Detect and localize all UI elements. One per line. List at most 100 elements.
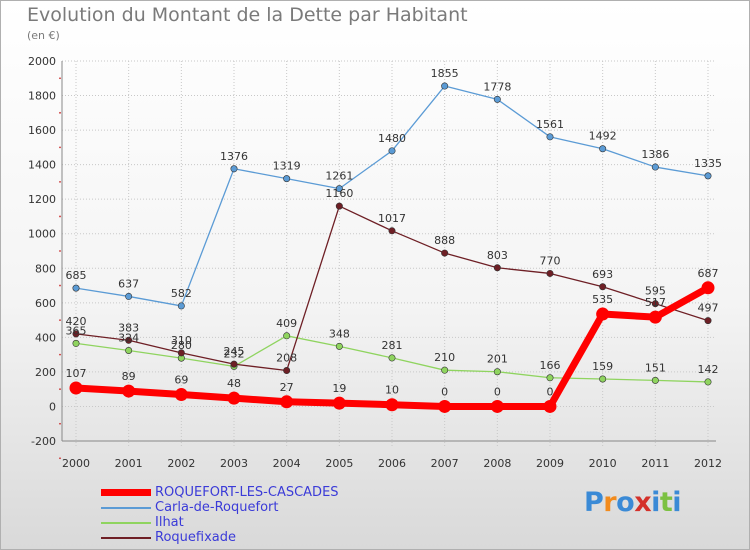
y-tick-label: 1200 [28, 193, 56, 206]
legend-swatch [101, 489, 151, 496]
x-tick-label: 2002 [167, 457, 195, 470]
data-label-ilhat: 232 [224, 347, 245, 360]
data-point-carla-de-roquefort [125, 292, 133, 300]
data-point-carla-de-roquefort [230, 165, 238, 173]
data-label-carla-de-roquefort: 1376 [220, 150, 248, 163]
data-label-ilhat: 166 [540, 359, 561, 372]
data-point-roquefixade [599, 283, 607, 291]
y-tick-label: 800 [35, 262, 56, 275]
data-point-carla-de-roquefort [651, 163, 659, 171]
logo-letter: o [616, 487, 635, 518]
y-tick-label: 1000 [28, 228, 56, 241]
data-point-roquefixade [230, 360, 238, 368]
data-point-roquefixade [493, 264, 501, 272]
y-minor-tick [59, 422, 61, 425]
data-point-roquefixade [704, 317, 712, 325]
data-label-carla-de-roquefort: 637 [118, 277, 139, 290]
chart-subtitle: (en €) [27, 29, 60, 42]
data-point-roquefixade [72, 330, 80, 338]
data-point-roquefort-les-cascades [332, 396, 346, 410]
proxiti-logo: Proxiti [584, 487, 682, 518]
axis-layer: -200020040060080010001200140016001800200… [28, 55, 722, 470]
data-point-roquefixade [125, 336, 133, 344]
data-label-roquefort-les-cascades: 89 [122, 370, 136, 383]
data-label-ilhat: 281 [382, 339, 403, 352]
data-label-ilhat: 159 [592, 360, 613, 373]
data-label-roquefixade: 310 [171, 334, 192, 347]
data-label-roquefort-les-cascades: 69 [174, 374, 188, 387]
logo-letter: t [659, 487, 673, 518]
logo-letter: x [634, 487, 652, 518]
x-tick-label: 2001 [115, 457, 143, 470]
data-point-roquefort-les-cascades [596, 307, 610, 321]
data-label-roquefort-les-cascades: 0 [494, 385, 501, 398]
y-tick-label: 1600 [28, 124, 56, 137]
data-label-carla-de-roquefort: 1386 [641, 148, 669, 161]
data-point-ilhat [599, 375, 607, 383]
data-label-roquefort-les-cascades: 517 [645, 296, 666, 309]
label-layer: 685 637 582 1376 1319 1261 1480 1855 1778 1561 149… [66, 67, 723, 398]
x-tick-label: 2007 [431, 457, 459, 470]
y-minor-tick [59, 215, 61, 218]
data-point-carla-de-roquefort [493, 95, 501, 103]
data-label-roquefixade: 595 [645, 285, 666, 298]
data-point-carla-de-roquefort [704, 172, 712, 180]
data-label-roquefixade: 497 [698, 302, 719, 315]
y-tick-label: 400 [35, 331, 56, 344]
data-label-roquefort-les-cascades: 48 [227, 377, 241, 390]
data-label-carla-de-roquefort: 1480 [378, 132, 406, 145]
data-label-carla-de-roquefort: 1319 [273, 160, 301, 173]
legend-swatch [101, 507, 151, 509]
series-line-carla-de-roquefort [75, 85, 709, 307]
x-tick-label: 2003 [220, 457, 248, 470]
data-label-carla-de-roquefort: 1261 [325, 170, 353, 183]
series-layer [69, 82, 715, 413]
x-tick-label: 2005 [325, 457, 353, 470]
data-label-roquefixade: 770 [540, 254, 561, 267]
legend-item: Roquefixade [101, 530, 401, 546]
data-point-ilhat [493, 368, 501, 376]
y-tick-label: 2000 [28, 55, 56, 68]
data-point-roquefort-les-cascades [490, 399, 504, 413]
y-tick-label: 0 [49, 400, 56, 413]
data-point-roquefixade [651, 300, 659, 308]
legend-item: ROQUEFORT-LES-CASCADES [101, 485, 401, 501]
legend-item: Carla-de-Roquefort [101, 500, 401, 516]
x-tick-label: 2012 [694, 457, 722, 470]
data-point-carla-de-roquefort [546, 133, 554, 141]
data-label-carla-de-roquefort: 1855 [431, 67, 459, 80]
y-tick-label: -200 [31, 435, 56, 448]
data-point-ilhat [546, 374, 554, 382]
data-point-roquefort-les-cascades [648, 310, 662, 324]
data-label-carla-de-roquefort: 1492 [589, 130, 617, 143]
data-point-roquefort-les-cascades [438, 399, 452, 413]
data-label-roquefixade: 888 [434, 234, 455, 247]
data-point-roquefixade [441, 249, 449, 257]
legend-label: Carla-de-Roquefort [155, 500, 279, 515]
y-minor-tick [59, 250, 61, 252]
data-point-ilhat [335, 342, 343, 350]
data-point-roquefort-les-cascades [701, 281, 715, 295]
x-tick-label: 2011 [641, 457, 669, 470]
x-tick-label: 2006 [378, 457, 406, 470]
data-point-carla-de-roquefort [72, 284, 80, 292]
y-minor-tick [59, 146, 61, 149]
data-point-carla-de-roquefort [283, 175, 291, 183]
data-point-roquefort-les-cascades [280, 395, 294, 409]
y-minor-tick [59, 353, 61, 356]
data-label-roquefixade: 245 [224, 345, 245, 358]
legend-label: Ilhat [155, 515, 184, 530]
x-tick-label: 2008 [483, 457, 511, 470]
data-point-roquefixade [177, 349, 185, 357]
data-point-roquefixade [388, 227, 396, 235]
data-label-roquefort-les-cascades: 107 [66, 367, 87, 380]
data-point-ilhat [72, 339, 80, 347]
y-tick-label: 1400 [28, 159, 56, 172]
data-point-ilhat [388, 354, 396, 362]
legend-item: Ilhat [101, 515, 401, 531]
data-label-carla-de-roquefort: 685 [66, 269, 87, 282]
data-label-roquefort-les-cascades: 0 [547, 385, 554, 398]
data-label-roquefixade: 420 [66, 315, 87, 328]
data-label-roquefort-les-cascades: 10 [385, 384, 399, 397]
